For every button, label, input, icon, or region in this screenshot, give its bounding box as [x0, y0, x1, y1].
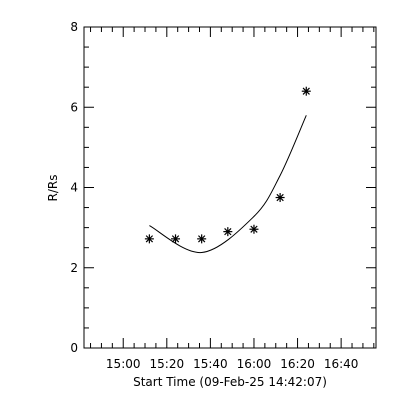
x-axis-ticks: 15:00 15:20 15:40 16:00 16:20 16:40	[90, 27, 375, 371]
x-tick-label: 16:20	[280, 357, 315, 371]
x-tick-label: 16:00	[237, 357, 272, 371]
data-point	[197, 234, 207, 244]
data-point	[223, 227, 233, 237]
y-axis-ticks: 0 2 4 6 8	[70, 20, 376, 355]
data-point	[301, 86, 311, 96]
plot-frame	[83, 26, 377, 349]
y-tick-label: 8	[70, 20, 78, 34]
y-tick-label: 2	[70, 261, 78, 275]
fit-curve	[149, 115, 307, 254]
data-point	[171, 234, 181, 244]
data-point	[144, 234, 154, 244]
x-tick-label: 15:00	[106, 357, 141, 371]
y-tick-label: 4	[70, 181, 78, 195]
x-tick-label: 16:40	[324, 357, 359, 371]
y-axis-label: R/Rs	[46, 175, 60, 202]
y-tick-label: 0	[70, 341, 78, 355]
x-axis-label: Start Time (09-Feb-25 14:42:07)	[133, 375, 327, 389]
data-points	[144, 86, 311, 244]
data-point	[249, 224, 259, 234]
y-tick-label: 6	[70, 100, 78, 114]
data-point	[275, 193, 285, 203]
x-tick-label: 15:20	[150, 357, 185, 371]
x-tick-label: 15:40	[193, 357, 228, 371]
